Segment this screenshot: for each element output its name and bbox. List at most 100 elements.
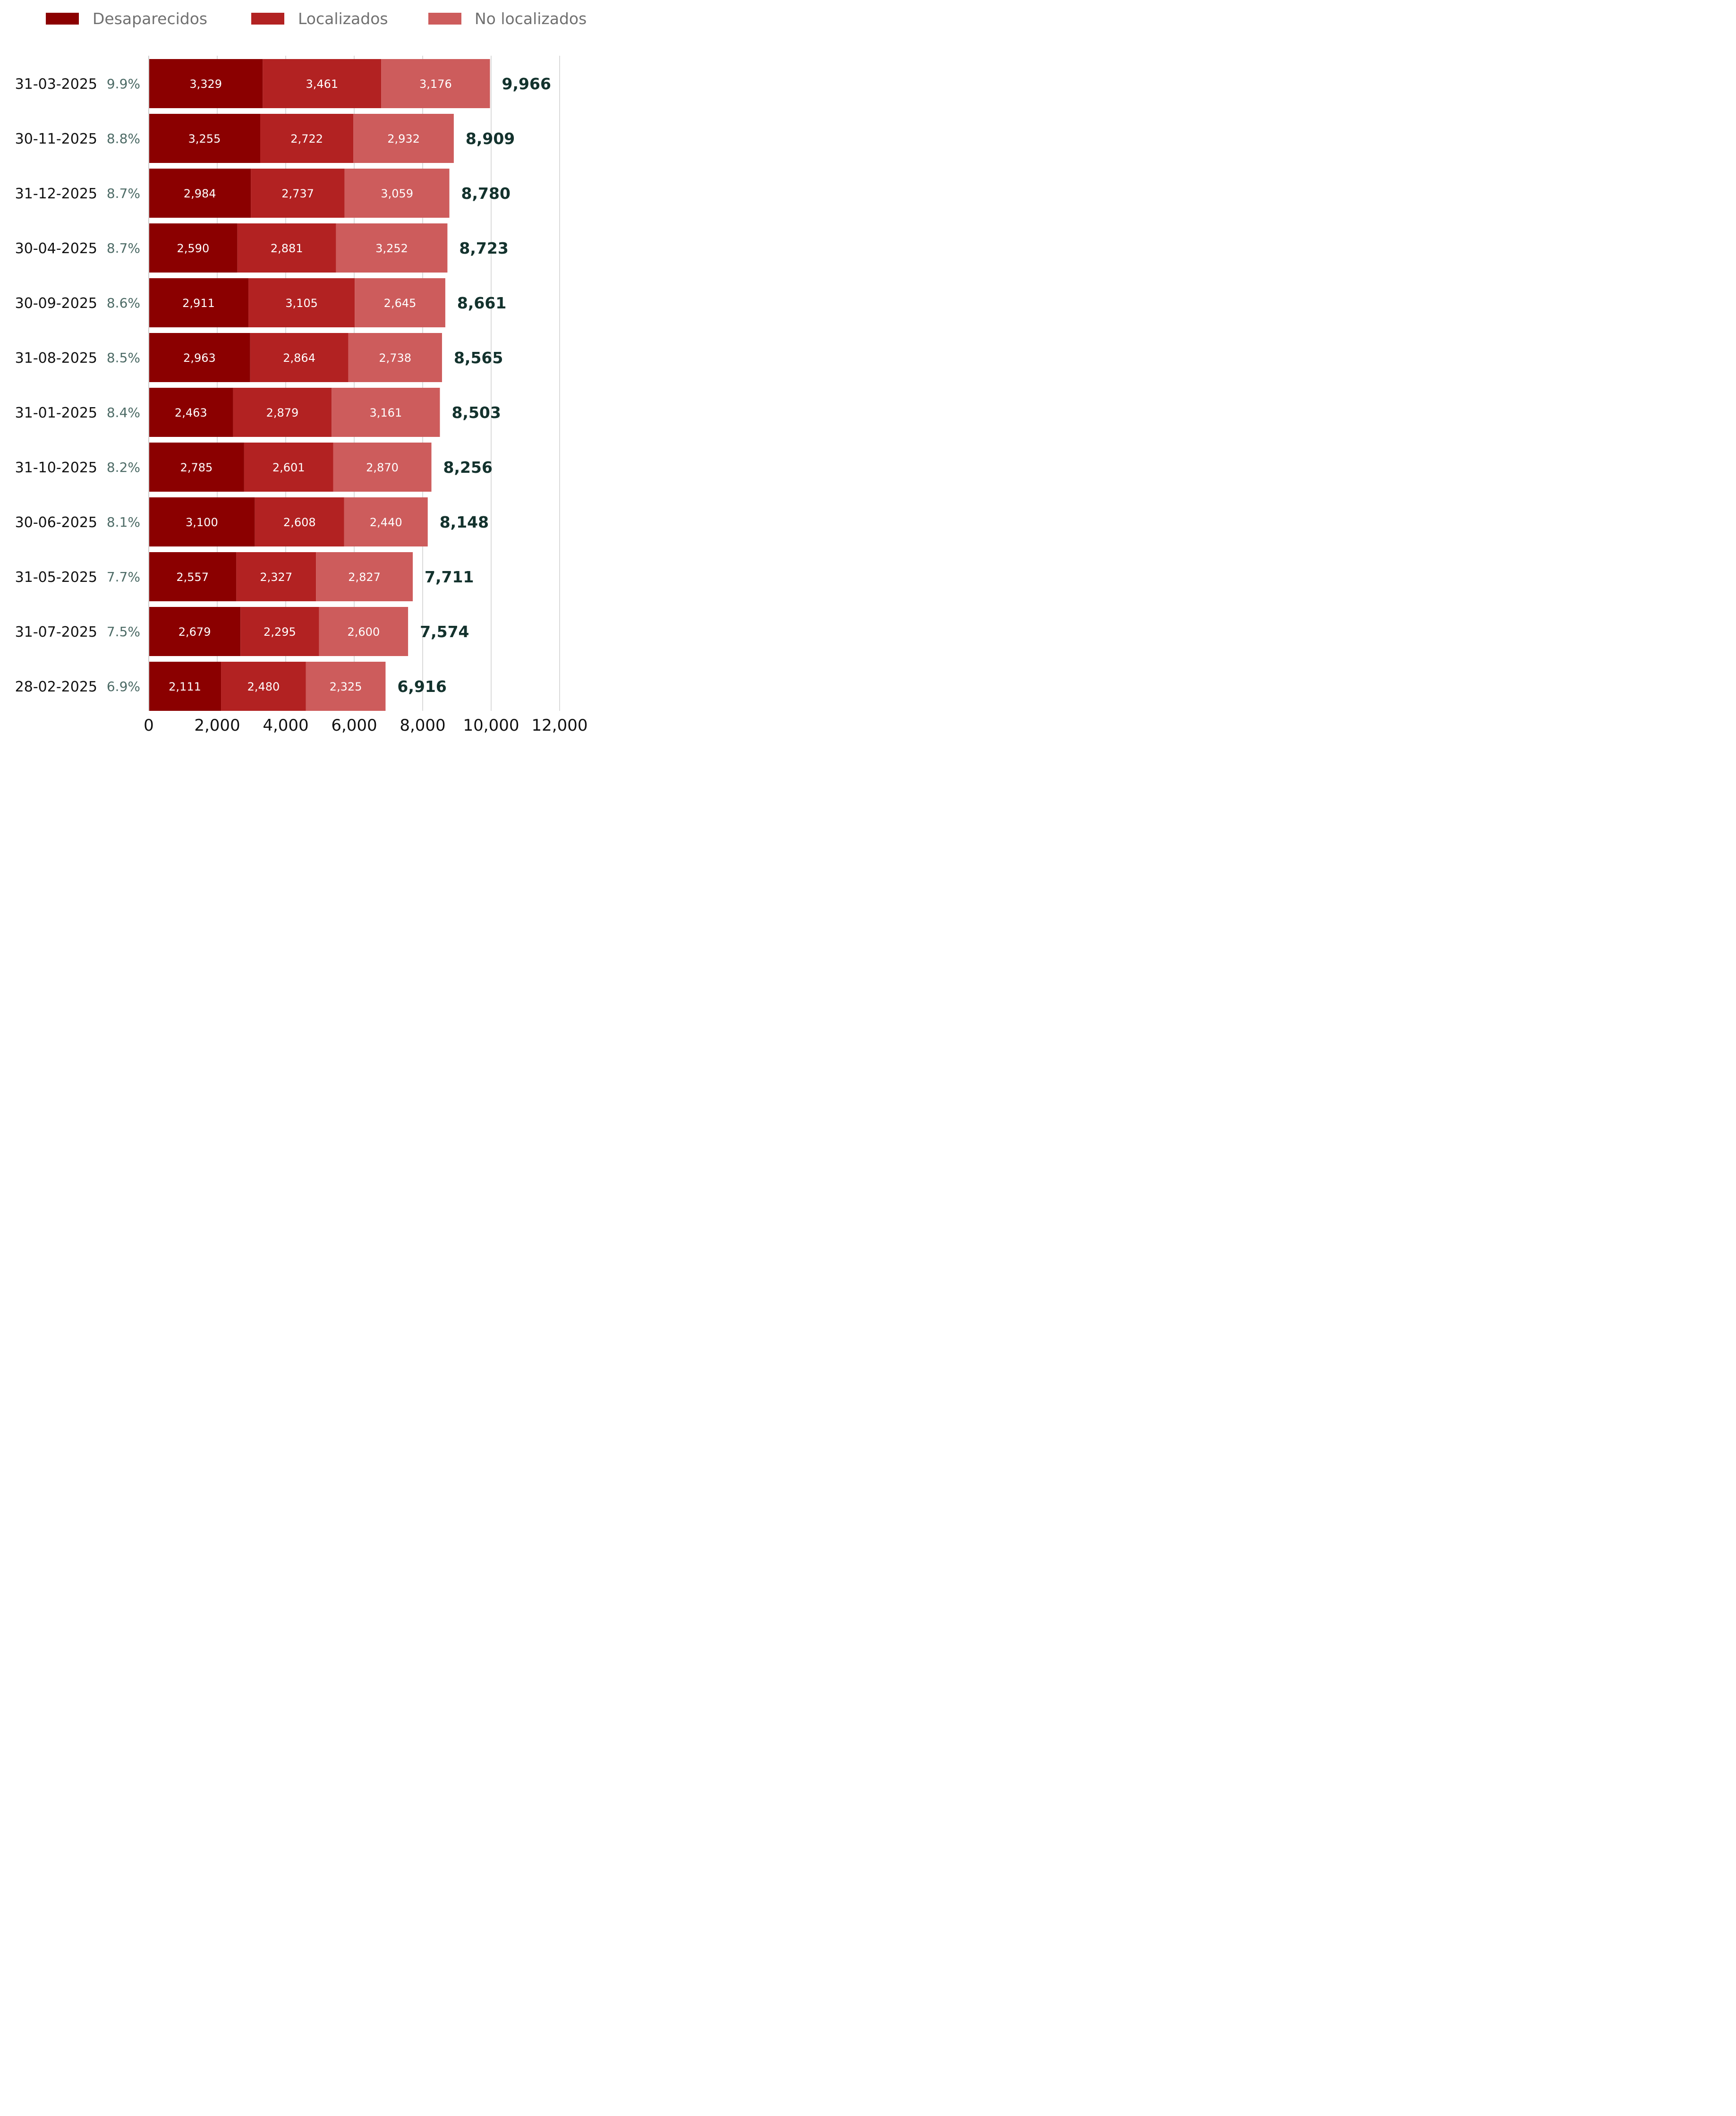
bar-segment <box>149 662 221 711</box>
segment-value-label: 2,601 <box>272 461 305 474</box>
bar-segment <box>381 59 490 108</box>
segment-value-label: 2,881 <box>271 242 303 255</box>
percentage-label: 8.5% <box>107 350 140 366</box>
percentage-label: 8.4% <box>107 405 140 420</box>
segment-value-label: 2,984 <box>184 187 216 200</box>
bar-segment <box>353 114 454 163</box>
legend-swatch <box>251 13 284 25</box>
bar-segment <box>149 169 251 218</box>
labels-layer: 3,329 3,461 3,176 9,966 9.9% 31-03-2025 3,255 2… <box>15 75 551 696</box>
x-tick-label: 0 <box>144 716 154 735</box>
segment-value-label: 2,325 <box>330 680 362 693</box>
total-value-label: 9,966 <box>502 75 551 93</box>
bar-segment <box>260 114 354 163</box>
total-value-label: 8,256 <box>443 458 493 477</box>
segment-value-label: 2,785 <box>180 461 213 474</box>
percentage-label: 8.8% <box>107 131 140 146</box>
bar-segment <box>316 552 413 601</box>
bar-segment <box>233 388 332 437</box>
category-label: 31-03-2025 <box>15 76 97 93</box>
total-value-label: 8,148 <box>440 513 489 531</box>
percentage-label: 8.6% <box>107 295 140 311</box>
bar-segment <box>149 388 233 437</box>
bar-segment <box>221 662 306 711</box>
segment-value-label: 2,864 <box>283 351 315 365</box>
bar-segment <box>248 278 355 327</box>
segment-value-label: 2,557 <box>176 571 209 584</box>
x-axis: 0 2,000 4,000 6,000 8,000 10,000 12,000 <box>144 56 587 735</box>
bar-segment <box>344 497 428 546</box>
segment-value-label: 3,100 <box>186 516 218 529</box>
segment-value-label: 2,608 <box>283 516 316 529</box>
segment-value-label: 2,963 <box>183 351 216 365</box>
segment-value-label: 3,329 <box>189 77 222 91</box>
segment-value-label: 2,737 <box>281 187 314 200</box>
total-value-label: 8,565 <box>454 349 503 367</box>
segment-value-label: 2,590 <box>177 242 210 255</box>
segment-value-label: 2,827 <box>348 571 381 584</box>
bar-segment <box>332 388 440 437</box>
segment-value-label: 2,480 <box>247 680 280 693</box>
bar-segment <box>149 223 238 273</box>
chart-canvas: Desaparecidos Localizados No localizados 3… <box>15 9 588 735</box>
total-value-label: 6,916 <box>397 677 446 696</box>
bar-segment <box>250 333 349 382</box>
bar-segment <box>149 114 260 163</box>
bar-segment <box>263 59 382 108</box>
bar-segment <box>149 607 241 656</box>
percentage-label: 8.7% <box>107 186 140 201</box>
total-value-label: 8,780 <box>461 184 511 203</box>
category-label: 28-02-2025 <box>15 679 97 695</box>
bar-segment <box>306 662 386 711</box>
bar-segment <box>319 607 408 656</box>
bar-segment <box>355 278 445 327</box>
category-label: 30-06-2025 <box>15 514 97 531</box>
category-label: 31-01-2025 <box>15 405 97 421</box>
segment-value-label: 3,105 <box>285 297 318 310</box>
bar-segment <box>348 333 442 382</box>
segment-value-label: 2,440 <box>370 516 402 529</box>
segment-value-label: 2,722 <box>290 132 323 145</box>
percentage-label: 6.9% <box>107 679 140 694</box>
x-tick-label: 12,000 <box>532 716 588 735</box>
category-label: 31-12-2025 <box>15 186 97 202</box>
total-value-label: 8,723 <box>459 239 508 257</box>
x-tick-label: 6,000 <box>331 716 377 735</box>
percentage-label: 7.5% <box>107 624 140 640</box>
category-label: 31-08-2025 <box>15 350 97 367</box>
total-value-label: 7,711 <box>425 568 474 586</box>
percentage-label: 8.7% <box>107 240 140 256</box>
bar-segment <box>244 443 333 492</box>
segment-value-label: 2,463 <box>175 406 207 419</box>
bar-segment <box>149 278 249 327</box>
segment-value-label: 3,252 <box>375 242 408 255</box>
bar-segment <box>336 223 448 273</box>
bar-segment <box>149 443 244 492</box>
segment-value-label: 2,327 <box>260 571 292 584</box>
total-value-label: 8,661 <box>457 294 506 312</box>
legend: Desaparecidos Localizados No localizados <box>46 9 587 28</box>
legend-swatch <box>428 13 461 25</box>
bar-segment <box>149 497 255 546</box>
percentage-label: 8.1% <box>107 514 140 530</box>
segment-value-label: 2,879 <box>266 406 299 419</box>
bar-segment <box>149 59 263 108</box>
segment-value-label: 3,176 <box>419 77 452 91</box>
segment-value-label: 3,059 <box>381 187 413 200</box>
legend-swatch <box>46 13 79 25</box>
segment-value-label: 2,295 <box>264 625 296 639</box>
percentage-label: 9.9% <box>107 76 140 92</box>
grid-layer <box>217 56 560 711</box>
segment-value-label: 2,111 <box>169 680 201 693</box>
percentage-label: 7.7% <box>107 569 140 585</box>
segment-value-label: 2,911 <box>182 297 215 310</box>
category-label: 30-09-2025 <box>15 295 97 312</box>
category-label: 31-10-2025 <box>15 460 97 476</box>
total-value-label: 8,909 <box>466 129 515 148</box>
bar-segment <box>333 443 432 492</box>
category-label: 31-05-2025 <box>15 569 97 586</box>
category-label: 30-04-2025 <box>15 240 97 257</box>
bar-segment <box>149 552 237 601</box>
bars-layer <box>149 59 490 711</box>
stacked-bar-chart: Desaparecidos Localizados No localizados 3… <box>0 0 604 737</box>
